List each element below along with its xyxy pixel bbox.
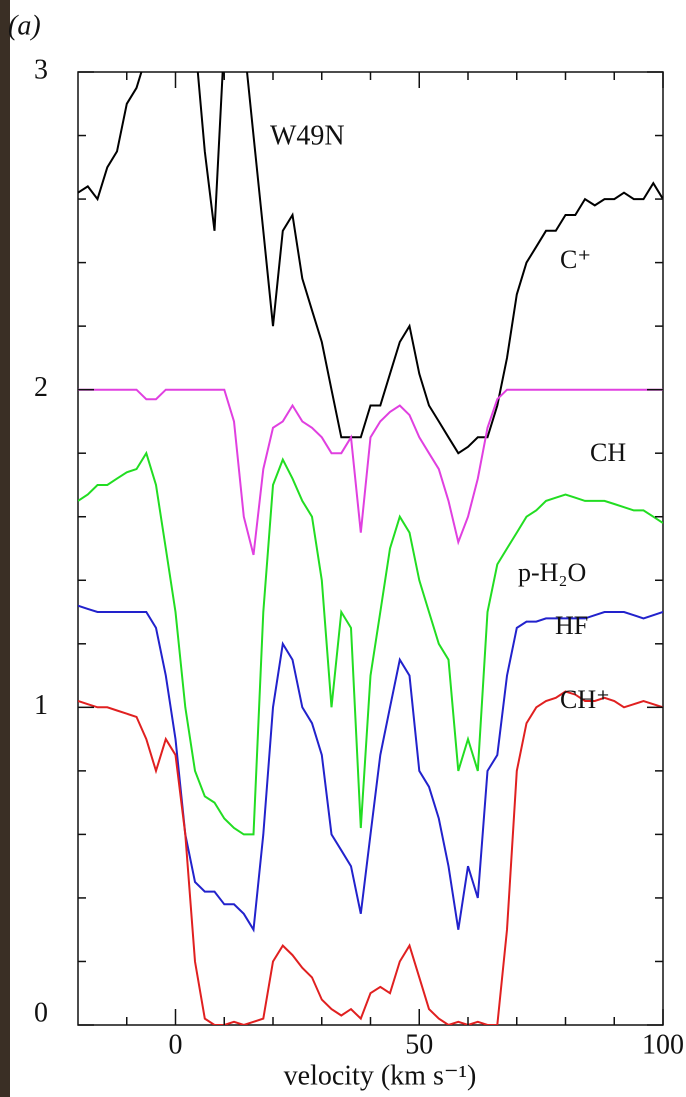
annotation: W49N bbox=[270, 120, 345, 151]
spectrum-line bbox=[78, 388, 663, 556]
background-strip bbox=[0, 0, 10, 1097]
y-tick-label: 1 bbox=[34, 690, 48, 721]
x-tick-label: 50 bbox=[405, 1029, 433, 1060]
spectrum-line bbox=[78, 690, 663, 1025]
series-label: C⁺ bbox=[560, 245, 591, 274]
y-tick-label: 3 bbox=[34, 54, 48, 85]
panel-label: (a) bbox=[8, 10, 41, 41]
x-tick-label: 0 bbox=[169, 1029, 183, 1060]
series-label: CH⁺ bbox=[560, 685, 610, 714]
series-label: p-H₂O bbox=[518, 558, 586, 587]
series-label: CH bbox=[590, 438, 626, 467]
x-axis-label: velocity (km s⁻¹) bbox=[284, 1060, 477, 1091]
series-label: HF bbox=[555, 611, 588, 640]
y-tick-label: 0 bbox=[34, 997, 48, 1028]
spectrum-line bbox=[78, 72, 663, 455]
x-tick-label: 100 bbox=[642, 1029, 684, 1060]
plot-area bbox=[78, 72, 663, 1025]
y-tick-label: 2 bbox=[34, 372, 48, 403]
spectrum-line bbox=[78, 450, 663, 836]
spectrum-line bbox=[78, 604, 663, 933]
